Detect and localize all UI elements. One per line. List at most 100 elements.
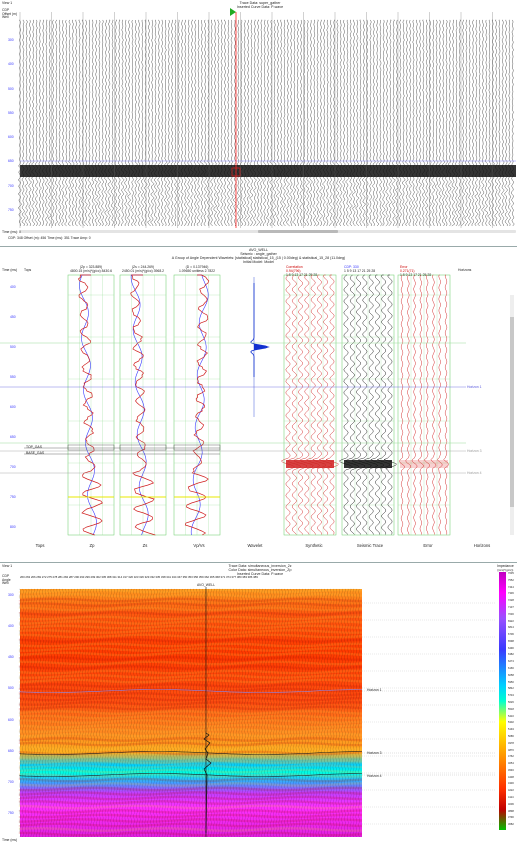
wiggle-trace	[302, 19, 307, 227]
wiggle-trace	[351, 19, 356, 227]
wiggle-trace	[127, 19, 131, 227]
cursor-marker[interactable]	[231, 167, 241, 177]
wiggle-trace	[418, 19, 422, 227]
colorbar-value: 5410	[508, 714, 514, 718]
inversion-trace	[79, 588, 81, 837]
colorbar-value: 7228	[508, 599, 514, 603]
time-tick-label: 700	[8, 183, 14, 188]
log-curves	[67, 274, 221, 536]
wiggle-trace	[394, 19, 400, 227]
inversion-trace	[147, 588, 149, 838]
wiggle-trace	[223, 19, 227, 227]
wiggle-trace	[140, 19, 145, 227]
inversion-trace	[30, 588, 33, 838]
wiggle-trace	[133, 19, 138, 227]
wiggle-trace	[318, 19, 323, 227]
vpvs-min: 1.09650	[178, 269, 192, 273]
gather-canvas[interactable]	[0, 0, 517, 240]
colorbar-value: 4978	[508, 741, 514, 745]
scrollbar-thumb[interactable]	[258, 230, 338, 233]
corr-value: 0.94(796)	[286, 269, 301, 273]
wiggle-trace	[117, 19, 122, 227]
panel-title: Trace Data: super_gather Inserted Curve …	[150, 1, 370, 9]
wiggle-trace	[361, 19, 366, 227]
inversion-trace	[290, 588, 292, 838]
colorbar-value: 7137	[508, 605, 514, 609]
wiggle-trace	[457, 19, 462, 227]
impedance-layer	[18, 696, 363, 702]
wiggle-trace	[391, 19, 396, 227]
time-tick-label: 600	[10, 405, 16, 409]
impedance-layer	[18, 620, 363, 625]
time-tick-label: 400	[10, 285, 16, 289]
row-labels: CDP Angle Well	[2, 574, 11, 586]
vpvs-header: (D = 0.137946) 1.09650 unitless 2.7822	[174, 265, 220, 273]
trace-wiggle	[325, 274, 339, 535]
inversion-trace	[247, 588, 249, 838]
inversion-trace	[267, 588, 269, 838]
vertical-scrollbar-thumb[interactable]	[510, 317, 514, 507]
colorbar-value: 4546	[508, 768, 514, 772]
track-label-seismic: Seismic Trace	[356, 543, 384, 548]
inversion-trace	[138, 588, 141, 838]
wiggle-trace	[497, 19, 502, 227]
inversion-trace	[309, 588, 312, 838]
time-tick-label: 500	[8, 86, 14, 91]
trace-wiggle	[399, 274, 405, 535]
time-tick-label: 650	[8, 159, 14, 164]
trace-wiggle	[411, 274, 418, 535]
wiggle-trace	[368, 19, 373, 227]
inversion-trace	[292, 588, 295, 838]
wiggle-trace	[385, 19, 390, 227]
inversion-trace	[355, 588, 358, 838]
impedance-layer	[18, 624, 363, 630]
impedance-section[interactable]	[0, 563, 517, 844]
inversion-trace	[70, 588, 73, 838]
panel-title: AVO_WELL Seismic : angle_gather A Group …	[100, 248, 417, 264]
wiggle-trace	[87, 19, 92, 226]
wiggle-trace	[150, 19, 155, 227]
wiggle-trace	[305, 19, 310, 227]
footer-readout: CDP: 348 Offset (m): 456 Time (ms): 351 …	[8, 236, 91, 240]
wiggle-trace	[487, 19, 492, 227]
wiggle-trace	[378, 19, 383, 227]
colorbar-value: 7552	[508, 578, 514, 582]
title-line: Inserted Curve Data: P-wave	[236, 5, 284, 9]
wiggle-trace	[295, 19, 300, 227]
inversion-trace	[224, 588, 226, 838]
status-text: Time (ms): 0	[2, 230, 21, 234]
inversion-trace	[73, 588, 75, 838]
wiggle-trace	[501, 19, 505, 227]
colorbar-value: 5302	[508, 721, 514, 725]
inversion-trace	[81, 588, 84, 838]
time-header: Time (ms)	[2, 268, 18, 272]
wiggle-trace	[282, 19, 287, 227]
inversion-trace	[24, 588, 27, 838]
colorbar-value: 3790	[508, 816, 514, 820]
wiggle-trace	[322, 19, 327, 227]
impedance-layer	[18, 674, 363, 679]
zs-range: 2450.01 (m/s)*(g/cc) 3968.2	[120, 269, 166, 273]
well-log-canvas[interactable]	[0, 247, 517, 550]
zs-max: 3968.2	[153, 269, 165, 273]
inversion-trace	[47, 588, 50, 838]
wiggle-trace	[332, 19, 337, 227]
vpvs-max: 2.7822	[204, 269, 216, 273]
trace-wiggle	[318, 274, 333, 535]
inversion-trace	[349, 588, 352, 838]
horizontal-scrollbar[interactable]	[20, 230, 516, 233]
colorbar-value: 6490	[508, 646, 514, 650]
wiggle-trace	[484, 19, 489, 227]
wiggle-trace	[186, 19, 191, 227]
impedance-layer	[18, 818, 363, 823]
inversion-trace	[173, 588, 175, 838]
wiggle-trace	[103, 19, 108, 227]
impedance-layer	[18, 827, 363, 832]
impedance-layer	[18, 795, 363, 801]
impedance-layer	[18, 804, 363, 810]
time-tick-label: 300	[8, 38, 14, 42]
bright-event	[286, 460, 334, 468]
colorbar-value: 6814	[508, 626, 514, 630]
impedance-colorbar[interactable]	[499, 572, 506, 830]
colorbar-value: 3898	[508, 809, 514, 813]
